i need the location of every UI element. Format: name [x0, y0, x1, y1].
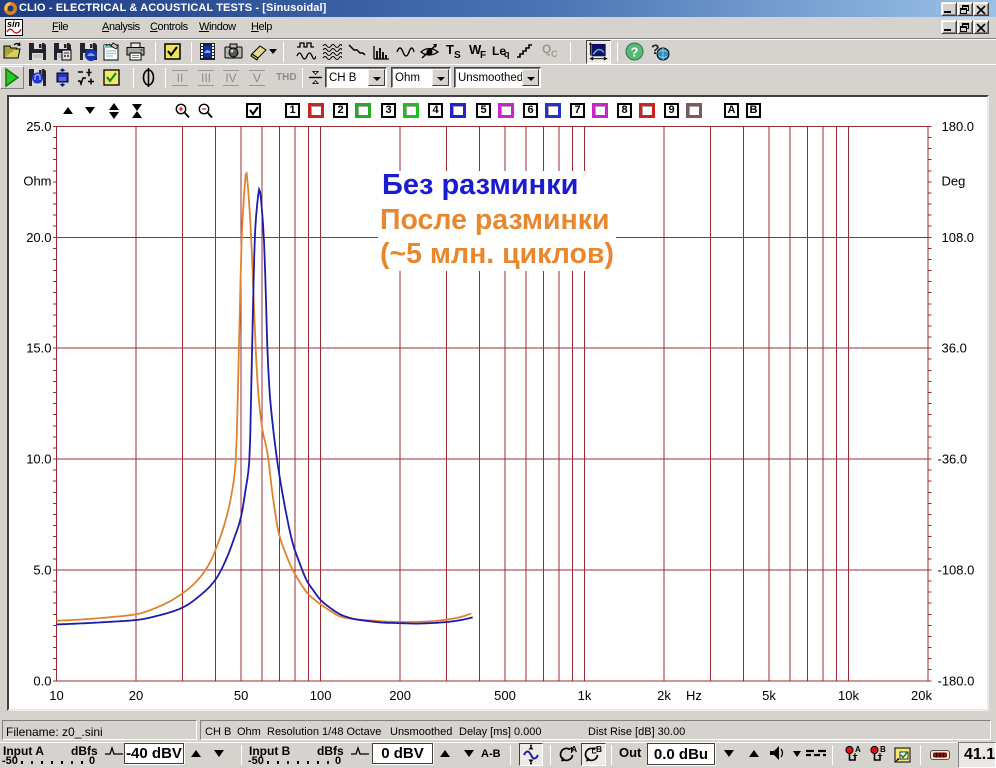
svg-text:W: W: [469, 42, 482, 57]
svg-text:200: 200: [389, 688, 411, 703]
svg-text:?: ?: [631, 45, 639, 60]
svg-text:10: 10: [49, 688, 63, 703]
svg-text:Le: Le: [492, 44, 506, 58]
svg-text:2k: 2k: [657, 688, 671, 703]
svg-text:-36.0: -36.0: [938, 452, 968, 467]
svg-text:5k: 5k: [762, 688, 776, 703]
svg-text:10.0: 10.0: [26, 452, 51, 467]
svg-text:S: S: [454, 50, 461, 61]
svg-text:C: C: [551, 49, 558, 59]
svg-text:B: B: [880, 745, 886, 754]
svg-text:20.0: 20.0: [26, 230, 51, 245]
svg-text:500: 500: [494, 688, 516, 703]
svg-text:5.0: 5.0: [33, 562, 51, 577]
svg-text:20k: 20k: [911, 688, 932, 703]
svg-text:108.0: 108.0: [942, 230, 975, 245]
svg-text:T: T: [446, 42, 454, 57]
svg-text:A: A: [855, 745, 861, 754]
svg-text:B: B: [596, 745, 602, 754]
svg-text:180.0: 180.0: [942, 119, 975, 134]
svg-text:Ohm: Ohm: [23, 174, 51, 189]
svg-text:?: ?: [651, 41, 660, 57]
svg-text:-180.0: -180.0: [938, 673, 975, 688]
svg-text:100: 100: [310, 688, 332, 703]
svg-text:A: A: [571, 745, 577, 754]
svg-text:Q: Q: [542, 42, 551, 56]
svg-text:20: 20: [129, 688, 143, 703]
svg-text:0.0: 0.0: [33, 673, 51, 688]
svg-text:25.0: 25.0: [26, 119, 51, 134]
svg-text:1k: 1k: [578, 688, 592, 703]
svg-text:15.0: 15.0: [26, 341, 51, 356]
svg-text:sin: sin: [7, 19, 21, 29]
svg-text:F: F: [480, 50, 486, 61]
svg-text:10k: 10k: [838, 688, 859, 703]
svg-text:36.0: 36.0: [942, 341, 967, 356]
svg-text:-108.0: -108.0: [938, 562, 975, 577]
svg-text:q: q: [504, 49, 510, 59]
svg-text:50: 50: [234, 688, 248, 703]
svg-text:Hz: Hz: [686, 688, 702, 703]
svg-text:Deg: Deg: [942, 174, 966, 189]
